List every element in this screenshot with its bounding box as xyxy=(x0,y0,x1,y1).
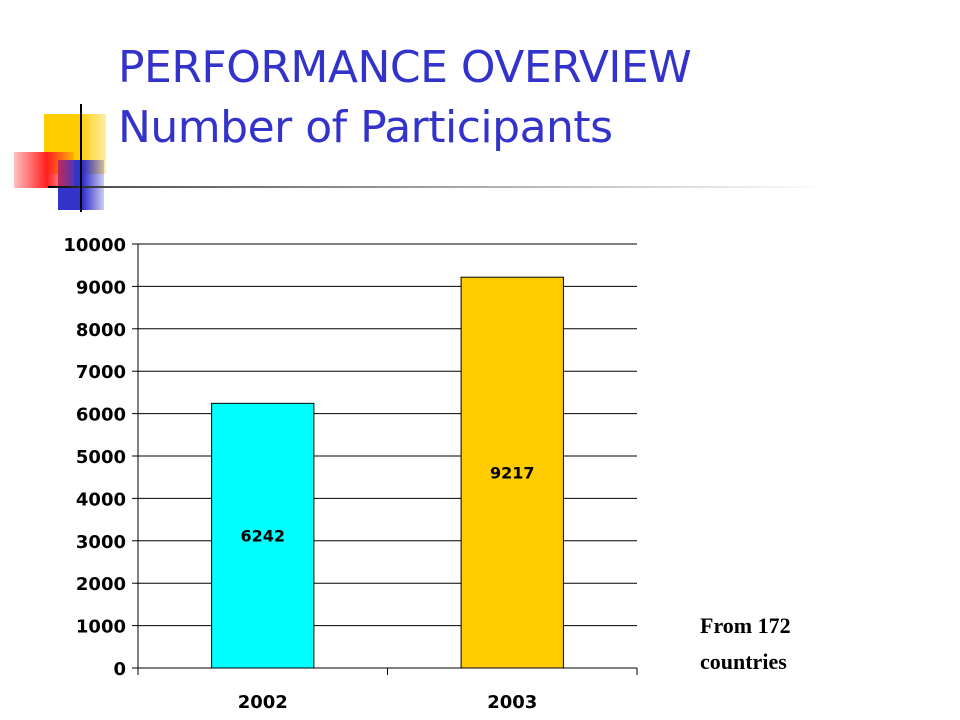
title-line-2: Number of Participants xyxy=(118,102,613,153)
y-tick-label-2000: 2000 xyxy=(76,574,126,595)
y-tick-label-9000: 9000 xyxy=(76,277,126,298)
category-label-2002: 2002 xyxy=(238,692,288,713)
labels: 0 1000 2000 3000 4000 5000 6000 7000 8000 9000 100… xyxy=(63,235,537,713)
decor-vertical-line xyxy=(80,104,82,212)
decor-red-square xyxy=(14,152,74,188)
y-tick-label-10000: 10000 xyxy=(63,235,126,256)
y-tick-label-1000: 1000 xyxy=(76,617,126,638)
data-label-2003: 9217 xyxy=(490,464,535,483)
y-tick-label-5000: 5000 xyxy=(76,447,126,468)
bars xyxy=(211,276,564,669)
y-tick-label-8000: 8000 xyxy=(76,320,126,341)
note-line-2: countries xyxy=(700,649,787,674)
y-tick-label-0: 0 xyxy=(113,659,126,680)
y-tick-label-3000: 3000 xyxy=(76,532,126,553)
countries-note: From 172 countries xyxy=(700,608,791,680)
slide-title: PERFORMANCE OVERVIEW Number of Participa… xyxy=(118,38,692,158)
bar-2003 xyxy=(460,276,564,669)
y-tick-label-7000: 7000 xyxy=(76,362,126,383)
decor-horizontal-line xyxy=(48,186,868,188)
bar-2002 xyxy=(211,402,315,669)
bar-chart: 0 1000 2000 3000 4000 5000 6000 7000 8000 9000 100… xyxy=(63,235,638,713)
y-tick-label-4000: 4000 xyxy=(76,489,126,510)
category-label-2003: 2003 xyxy=(487,692,537,713)
data-label-2002: 6242 xyxy=(240,527,285,546)
y-tick-label-6000: 6000 xyxy=(76,405,126,426)
title-line-1: PERFORMANCE OVERVIEW xyxy=(118,42,692,93)
note-line-1: From 172 xyxy=(700,613,791,638)
